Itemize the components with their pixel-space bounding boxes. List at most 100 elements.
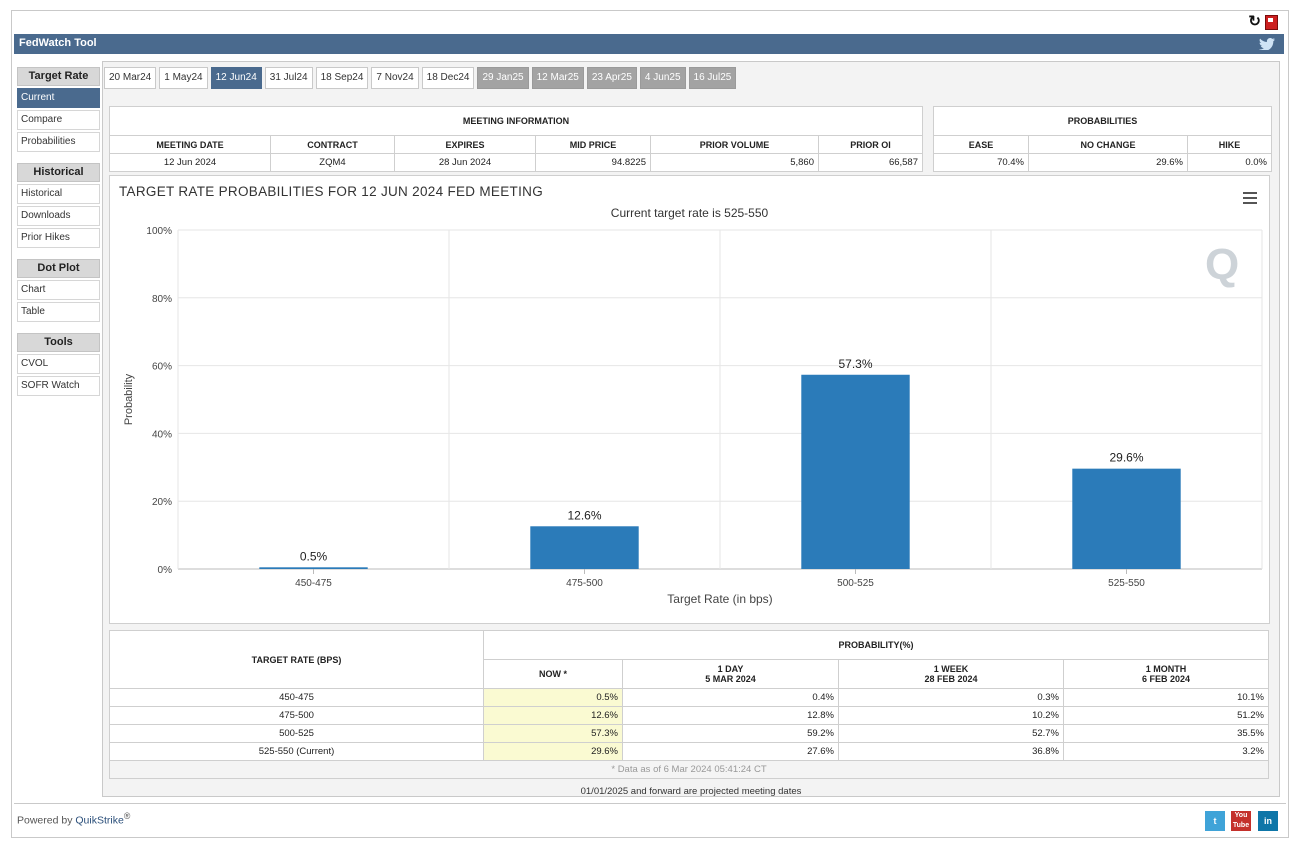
sidebar-heading-historical: Historical <box>17 163 100 182</box>
sidebar-item-prior-hikes[interactable]: Prior Hikes <box>17 228 100 248</box>
ease-value: 70.4% <box>933 153 1029 172</box>
data-label: 57.3% <box>838 357 872 371</box>
linkedin-icon[interactable]: in <box>1258 811 1278 831</box>
tab-18-dec24[interactable]: 18 Dec24 <box>421 67 475 89</box>
top-icons: ↻ <box>1248 14 1278 30</box>
col-mid-price: MID PRICE <box>535 135 651 154</box>
value-cell: 0.3% <box>838 688 1064 707</box>
col-1-week: 1 WEEK 28 FEB 2024 <box>838 659 1064 689</box>
data-label: 29.6% <box>1109 451 1143 465</box>
tab-18-sep24[interactable]: 18 Sep24 <box>315 67 369 89</box>
chart-subtitle: Current target rate is 525-550 <box>610 206 769 220</box>
refresh-icon[interactable]: ↻ <box>1248 13 1261 30</box>
col-contract: CONTRACT <box>270 135 395 154</box>
value-cell: 10.1% <box>1063 688 1269 707</box>
sidebar-heading-target-rate: Target Rate <box>17 67 100 86</box>
probabilities-heading: PROBABILITIES <box>933 106 1272 136</box>
col-expires: EXPIRES <box>394 135 536 154</box>
sidebar-item-historical[interactable]: Historical <box>17 184 100 204</box>
bar-500-525 <box>801 374 910 569</box>
tab-4-jun25[interactable]: 4 Jun25 <box>639 67 686 89</box>
bar-525-550 <box>1072 468 1181 569</box>
table-footnote: * Data as of 6 Mar 2024 05:41:24 CT <box>109 760 1269 779</box>
x-tick-label: 475-500 <box>566 578 603 589</box>
sidebar-item-chart[interactable]: Chart <box>17 280 100 300</box>
value-cell: 0.4% <box>622 688 839 707</box>
value-cell: 52.7% <box>838 724 1064 743</box>
col-meeting-date: MEETING DATE <box>109 135 271 154</box>
sidebar-item-table[interactable]: Table <box>17 302 100 322</box>
footer: Powered by QuikStrike® t You Tube in <box>14 803 1286 835</box>
pdf-icon[interactable] <box>1265 15 1278 30</box>
hike-value: 0.0% <box>1187 153 1272 172</box>
sidebar-item-sofr-watch[interactable]: SOFR Watch <box>17 376 100 396</box>
tab-12-mar25[interactable]: 12 Mar25 <box>531 67 584 89</box>
x-tick-label: 525-550 <box>1108 578 1145 589</box>
col-hike: HIKE <box>1187 135 1272 154</box>
col-now: NOW * <box>483 659 623 689</box>
col-ease: EASE <box>933 135 1029 154</box>
sidebar-item-probabilities[interactable]: Probabilities <box>17 132 100 152</box>
col-no-change: NO CHANGE <box>1028 135 1188 154</box>
now-cell: 57.3% <box>483 724 623 743</box>
tab-12-jun24[interactable]: 12 Jun24 <box>210 67 262 89</box>
table-row: 475-500 12.6% 12.8% 10.2% 51.2% <box>109 706 1269 725</box>
data-label: 0.5% <box>300 549 328 563</box>
col-target-rate: TARGET RATE (BPS) <box>109 630 484 689</box>
twitter-icon[interactable] <box>1259 38 1275 50</box>
table-row: 450-475 0.5% 0.4% 0.3% 10.1% <box>109 688 1269 707</box>
meeting-date-value: 12 Jun 2024 <box>109 153 271 172</box>
col-prior-volume: PRIOR VOLUME <box>650 135 819 154</box>
value-cell: 27.6% <box>622 742 839 761</box>
sidebar-heading-tools: Tools <box>17 333 100 352</box>
meeting-info-table: MEETING INFORMATION MEETING DATE CONTRAC… <box>109 106 923 172</box>
col-1-month: 1 MONTH 6 FEB 2024 <box>1063 659 1269 689</box>
tab-7-nov24[interactable]: 7 Nov24 <box>371 67 419 89</box>
probability-group-header: PROBABILITY(%) <box>483 630 1269 660</box>
tab-20-mar24[interactable]: 20 Mar24 <box>104 67 157 89</box>
powered-by: Powered by QuikStrike® <box>17 811 131 827</box>
main-content: 20 Mar24 1 May24 12 Jun24 31 Jul24 18 Se… <box>102 61 1280 797</box>
tab-31-jul24[interactable]: 31 Jul24 <box>264 67 313 89</box>
value-cell: 35.5% <box>1063 724 1269 743</box>
app-title: FedWatch Tool <box>19 37 97 49</box>
chart-title: TARGET RATE PROBABILITIES FOR 12 JUN 202… <box>119 184 543 199</box>
table-row: 525-550 (Current) 29.6% 27.6% 36.8% 3.2% <box>109 742 1269 761</box>
rate-cell: 475-500 <box>109 706 484 725</box>
value-cell: 10.2% <box>838 706 1064 725</box>
y-tick-label: 40% <box>152 429 172 440</box>
bar-chart: 0% 20% 40% 60% 80% 100% 0.5% 450-475 12.6% 475-50… <box>123 226 1263 606</box>
value-cell: 59.2% <box>622 724 839 743</box>
prior-volume-value: 5,860 <box>650 153 819 172</box>
quikstrike-link[interactable]: QuikStrike <box>75 814 124 827</box>
app-header: FedWatch Tool <box>14 34 1284 54</box>
projected-dates-note: 01/01/2025 and forward are projected mee… <box>580 786 802 797</box>
chart-menu-icon[interactable] <box>1243 192 1257 207</box>
x-axis-title: Target Rate (in bps) <box>667 592 772 606</box>
tab-23-apr25[interactable]: 23 Apr25 <box>586 67 637 89</box>
tab-16-jul25[interactable]: 16 Jul25 <box>688 67 737 89</box>
sidebar-item-downloads[interactable]: Downloads <box>17 206 100 226</box>
chart-container: TARGET RATE PROBABILITIES FOR 12 JUN 202… <box>109 175 1270 624</box>
sidebar-item-current[interactable]: Current <box>17 88 100 108</box>
tab-1-may24[interactable]: 1 May24 <box>159 67 208 89</box>
prior-oi-value: 66,587 <box>818 153 923 172</box>
sidebar-item-compare[interactable]: Compare <box>17 110 100 130</box>
rate-cell: 500-525 <box>109 724 484 743</box>
y-tick-label: 100% <box>146 226 172 237</box>
youtube-icon[interactable]: You Tube <box>1231 811 1251 831</box>
value-cell: 3.2% <box>1063 742 1269 761</box>
app-frame: ↻ FedWatch Tool Target Rate Current Comp… <box>11 10 1289 838</box>
data-label: 12.6% <box>567 508 601 522</box>
value-cell: 36.8% <box>838 742 1064 761</box>
sidebar-item-cvol[interactable]: CVOL <box>17 354 100 374</box>
twitter-share-icon[interactable]: t <box>1205 811 1225 831</box>
table-row: 500-525 57.3% 59.2% 52.7% 35.5% <box>109 724 1269 743</box>
value-cell: 12.8% <box>622 706 839 725</box>
sidebar: Target Rate Current Compare Probabilitie… <box>17 67 100 398</box>
expires-value: 28 Jun 2024 <box>394 153 536 172</box>
tab-29-jan25[interactable]: 29 Jan25 <box>477 67 529 89</box>
probability-table: TARGET RATE (BPS) PROBABILITY(%) NOW * 1… <box>109 630 1269 779</box>
no-change-value: 29.6% <box>1028 153 1188 172</box>
contract-value: ZQM4 <box>270 153 395 172</box>
